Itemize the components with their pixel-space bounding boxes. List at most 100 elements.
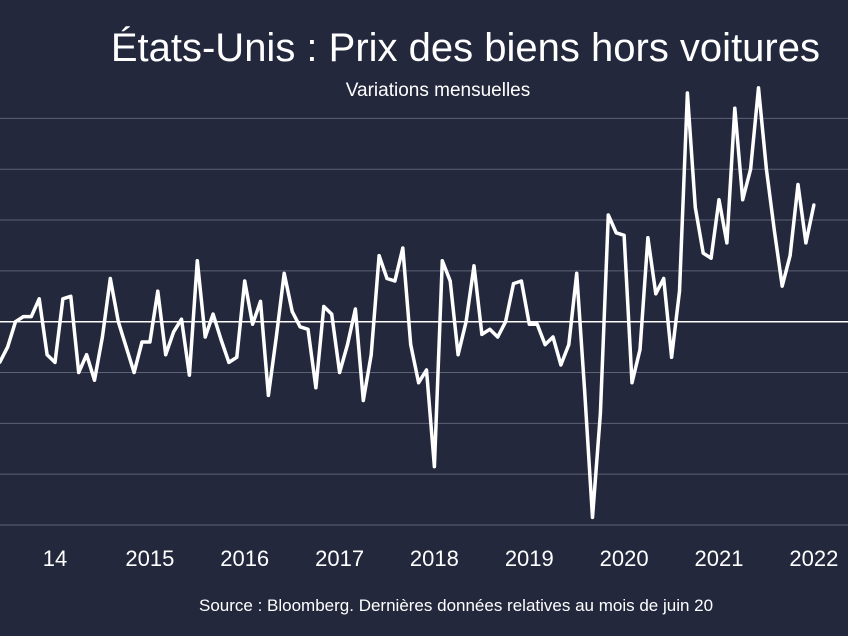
data-point [622, 233, 626, 237]
data-point [172, 330, 176, 334]
data-point [361, 398, 365, 403]
data-point [440, 259, 444, 263]
data-point [472, 264, 476, 268]
data-point [37, 297, 41, 301]
data-point [298, 325, 302, 329]
data-point [322, 304, 326, 309]
data-point [282, 271, 286, 275]
data-point [266, 393, 270, 397]
data-point [203, 335, 207, 339]
data-point [164, 353, 168, 357]
data-point [535, 322, 539, 326]
grid-lines [0, 117, 848, 526]
data-point [804, 241, 808, 245]
data-point [709, 256, 713, 260]
data-point [6, 345, 10, 349]
data-point [338, 370, 342, 375]
data-points [0, 86, 816, 520]
data-point [29, 315, 33, 319]
data-point [606, 213, 610, 217]
data-point [764, 167, 769, 171]
chart-title: États-Unis : Prix des biens hors voiture… [110, 26, 820, 70]
data-point [409, 343, 413, 347]
data-point [187, 373, 191, 377]
data-point [45, 353, 49, 357]
data-point [693, 205, 697, 209]
x-tick-label: 2018 [410, 546, 459, 571]
data-point [424, 368, 429, 372]
data-point [124, 345, 128, 349]
data-point [733, 106, 737, 110]
x-tick-label: 2019 [505, 546, 554, 571]
x-axis-tick-labels: 14 2015 2016 2017 2018 2019 2020 2021 2022 [43, 546, 839, 571]
data-point [551, 335, 555, 339]
data-point [393, 279, 397, 283]
data-point [662, 276, 666, 281]
data-point [219, 337, 223, 342]
data-point [306, 327, 310, 331]
data-point [13, 320, 18, 324]
data-point [369, 353, 373, 357]
x-tick-label: 14 [43, 546, 67, 571]
data-point [788, 254, 792, 258]
series-line-monthly-change [0, 86, 816, 520]
chart-subtitle: Variations mensuelles [345, 80, 531, 101]
x-tick-label: 2022 [789, 546, 838, 571]
data-point [583, 388, 587, 392]
data-point [480, 332, 484, 336]
data-point [701, 251, 705, 255]
data-point [614, 231, 618, 235]
data-point [598, 411, 603, 415]
data-point [179, 317, 184, 321]
data-point [92, 378, 97, 382]
data-point [0, 360, 2, 364]
data-point [148, 340, 152, 344]
data-point [741, 198, 745, 202]
data-point [132, 370, 136, 375]
data-point [567, 343, 571, 347]
data-point [756, 86, 761, 90]
x-tick-label: 2020 [600, 546, 649, 571]
x-tick-label: 2017 [315, 546, 364, 571]
data-point [630, 381, 634, 385]
data-point [274, 335, 278, 339]
x-tick-label: 2016 [220, 546, 269, 571]
data-point [377, 254, 381, 258]
data-point [85, 353, 89, 357]
data-point [227, 360, 231, 364]
data-point [156, 289, 160, 293]
data-point [590, 515, 595, 520]
data-point [575, 271, 579, 275]
data-point [654, 292, 658, 296]
data-point [496, 335, 500, 339]
data-point [290, 309, 294, 314]
x-tick-label: 2015 [125, 546, 174, 571]
data-point [772, 228, 776, 232]
data-point [812, 203, 816, 207]
source-note: Source : Bloomberg. Dernières données re… [199, 596, 714, 615]
data-point [251, 322, 255, 326]
data-point [456, 353, 460, 357]
data-point [725, 241, 729, 245]
data-point [488, 327, 492, 331]
data-point [670, 355, 674, 359]
data-point [314, 386, 318, 390]
data-point [638, 348, 642, 352]
data-point [53, 360, 57, 364]
data-point [108, 276, 112, 281]
data-point [417, 381, 421, 385]
data-point [345, 343, 350, 347]
data-point [116, 320, 120, 324]
data-point [100, 335, 104, 339]
data-point [353, 307, 357, 311]
data-point [685, 91, 690, 95]
x-tick-label: 2021 [695, 546, 744, 571]
data-point [330, 312, 334, 316]
data-point [519, 279, 524, 283]
data-point [258, 299, 263, 303]
data-point [527, 322, 531, 326]
data-point [780, 284, 784, 288]
data-point [464, 320, 468, 324]
data-point [448, 279, 452, 283]
data-point [559, 363, 563, 367]
